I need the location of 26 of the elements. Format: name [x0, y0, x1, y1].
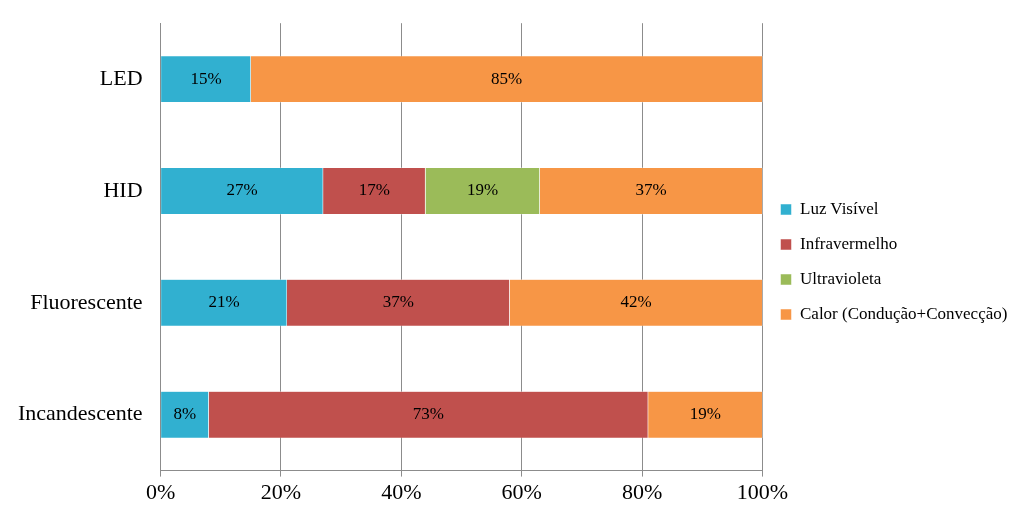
x-tick-label: 20% [260, 478, 302, 504]
x-tick-label: 40% [381, 478, 422, 504]
data-label: 37% [382, 292, 414, 312]
data-label: 85% [491, 68, 523, 88]
data-label: 73% [412, 404, 445, 424]
legend-label: Calor (Condução+Convecção) [800, 303, 1008, 323]
x-tick-label: 100% [736, 478, 789, 504]
legend-label: Infravermelho [800, 233, 898, 253]
data-label: 37% [635, 180, 667, 200]
data-label: 21% [208, 292, 240, 312]
y-tick-label: Incandescente [17, 400, 143, 426]
y-tick-label: Fluorescente [30, 288, 143, 314]
y-tick-label: HID [103, 176, 143, 202]
x-tick-label: 60% [501, 478, 542, 504]
data-label: 19% [467, 180, 499, 200]
data-label: 15% [190, 68, 222, 88]
y-tick-label: LED [99, 64, 143, 90]
data-label: 27% [226, 180, 258, 200]
legend-label: Luz Visível [800, 198, 879, 218]
data-label: 19% [689, 404, 721, 424]
data-label: 8% [173, 404, 197, 424]
data-label: 42% [620, 292, 652, 312]
x-tick-label: 0% [145, 478, 176, 504]
data-label: 17% [358, 180, 390, 200]
legend-label: Ultravioleta [800, 268, 882, 288]
x-tick-label: 80% [621, 478, 663, 504]
